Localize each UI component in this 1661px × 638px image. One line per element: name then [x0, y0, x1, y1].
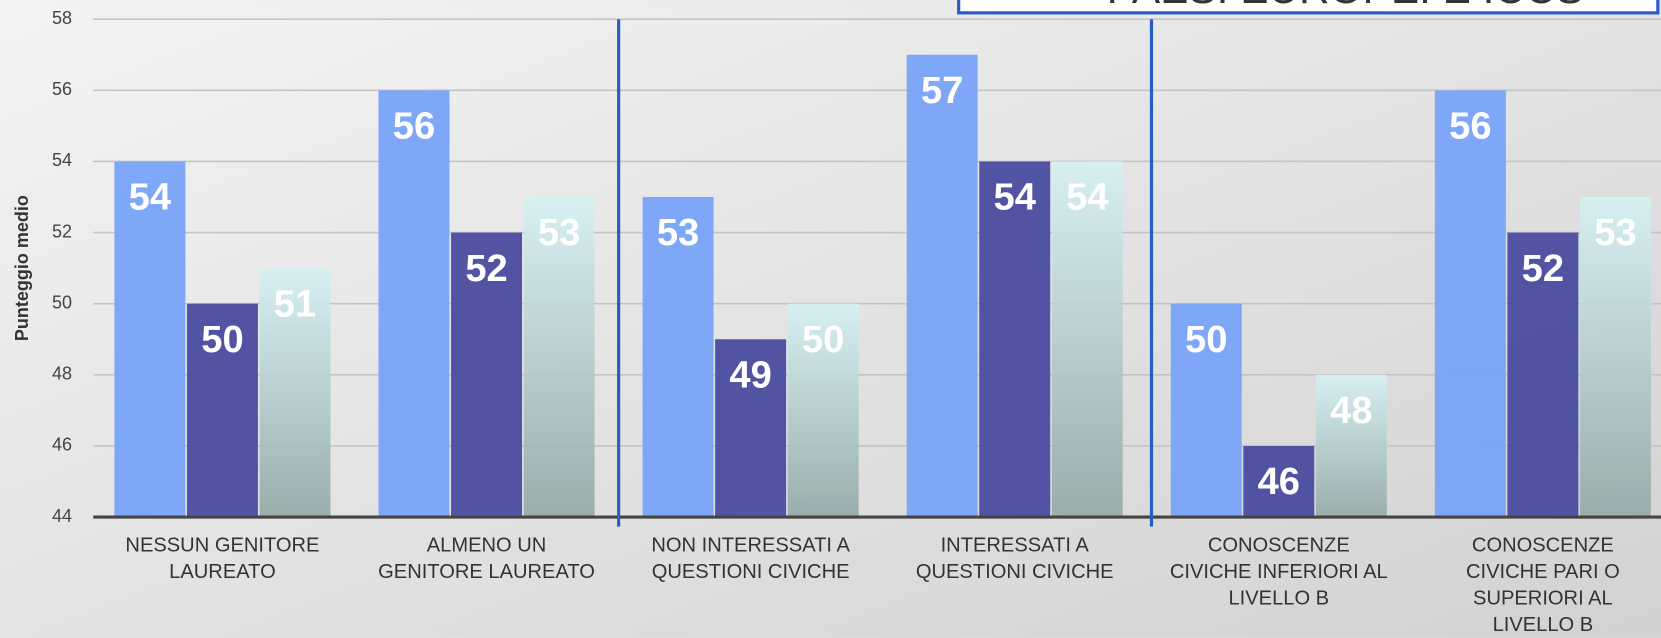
bar — [1315, 374, 1387, 518]
y-tick-label: 56 — [52, 79, 72, 99]
bar — [979, 161, 1051, 518]
data-label: 52 — [1522, 247, 1564, 290]
data-label: 53 — [657, 211, 699, 254]
bar — [523, 197, 595, 518]
data-label: 54 — [1066, 176, 1108, 219]
chart-title: PAESI EUROPEI E ICCS — [1107, 0, 1584, 12]
data-label: 48 — [1330, 389, 1372, 432]
bar — [1507, 232, 1579, 518]
bar — [1579, 197, 1651, 518]
y-axis-label: Punteggio medio — [12, 195, 32, 341]
y-tick-label: 58 — [52, 8, 72, 28]
bar — [1434, 90, 1506, 518]
bar — [114, 161, 186, 518]
bar — [642, 197, 714, 518]
data-label: 49 — [729, 353, 771, 396]
data-label: 54 — [129, 176, 171, 219]
data-label: 56 — [393, 105, 435, 148]
y-tick-label: 46 — [52, 435, 72, 455]
bar — [1051, 161, 1123, 518]
bar — [1243, 445, 1315, 518]
data-label: 50 — [802, 318, 844, 361]
data-label: 50 — [1185, 318, 1227, 361]
y-tick-label: 54 — [52, 150, 72, 170]
bar — [451, 232, 523, 518]
data-label: 53 — [538, 211, 580, 254]
data-label: 50 — [201, 318, 243, 361]
x-tick-label: ALMENO UN GENITORE LAUREATO — [378, 535, 595, 583]
y-tick-label: 44 — [52, 506, 72, 526]
x-tick-label: CONOSCENZE CIVICHE INFERIORI AL LIVELLO B — [1170, 535, 1388, 610]
bar — [1170, 303, 1242, 518]
bar — [906, 54, 978, 518]
data-label: 56 — [1449, 105, 1491, 148]
title-box — [957, 0, 1660, 15]
x-tick-label: NON INTERESSATI A QUESTIONI CIVICHE — [651, 535, 850, 583]
bar — [715, 339, 787, 518]
x-tick-label: NESSUN GENITORE LAUREATO — [125, 535, 319, 583]
data-label: 52 — [465, 247, 507, 290]
y-tick-label: 50 — [52, 292, 72, 312]
x-tick-label: CONOSCENZE CIVICHE PARI O SUPERIORI AL LIVE… — [1466, 535, 1620, 636]
y-tick-label: 48 — [52, 364, 72, 384]
data-label: 46 — [1258, 460, 1300, 503]
data-label: 54 — [994, 176, 1036, 219]
y-tick-label: 52 — [52, 221, 72, 241]
bar — [186, 303, 258, 518]
bar — [378, 90, 450, 518]
data-label: 57 — [921, 69, 963, 112]
x-tick-label: INTERESSATI A QUESTIONI CIVICHE — [916, 535, 1114, 583]
data-label: 51 — [274, 282, 316, 325]
bar — [787, 303, 859, 518]
bar — [259, 268, 331, 518]
data-label: 53 — [1594, 211, 1636, 254]
